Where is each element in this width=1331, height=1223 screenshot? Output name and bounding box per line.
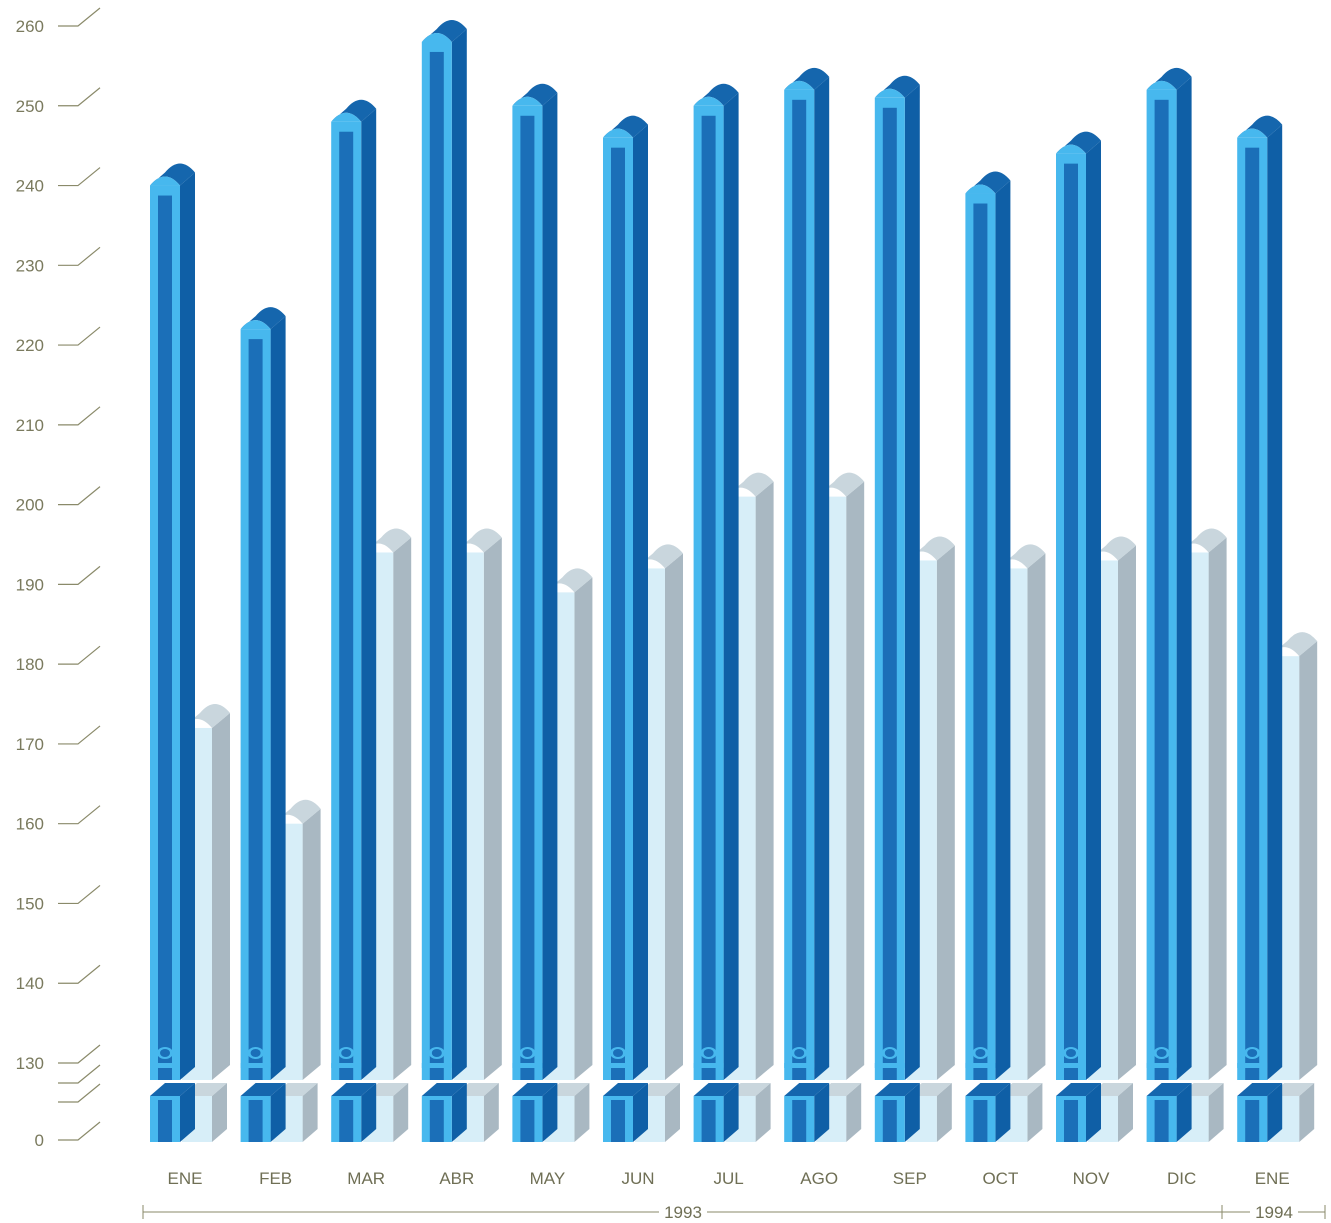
bar-series-1 — [240, 307, 286, 1142]
y-tick-mark — [58, 7, 101, 27]
y-tick: 140 — [16, 964, 101, 993]
y-tick-label: 130 — [16, 1054, 44, 1073]
y-tick-label: 230 — [16, 256, 44, 275]
y-tick: 180 — [16, 645, 101, 674]
y-tick-mark — [58, 1121, 101, 1141]
y-tick-label: 190 — [16, 575, 44, 594]
y-tick: 220 — [16, 326, 101, 355]
bar-series-1 — [1056, 131, 1101, 1142]
y-tick-mark — [58, 645, 101, 665]
x-tick-label: JUN — [621, 1169, 654, 1188]
x-tick-label: ENE — [168, 1169, 203, 1188]
bar-series-1 — [421, 19, 467, 1142]
y-axis: 0 130 140 150 160 170 180 190 200 210 220 230 240 250… — [16, 7, 101, 1150]
bar-series-1 — [1237, 115, 1283, 1142]
y-tick-label: 0 — [35, 1131, 44, 1150]
x-tick-label: DIC — [1167, 1169, 1196, 1188]
bar-series-1 — [965, 171, 1011, 1142]
y-tick: 150 — [16, 884, 101, 913]
y-tick-mark — [58, 805, 101, 825]
bar-series-1 — [603, 115, 648, 1142]
y-tick: 240 — [16, 167, 101, 196]
y-tick-mark — [58, 486, 101, 506]
y-tick: 250 — [16, 87, 101, 116]
y-tick: 190 — [16, 565, 101, 594]
y-tick-label: 200 — [16, 496, 44, 515]
year-group: 1994 — [1221, 1203, 1326, 1222]
bar-series-1 — [1146, 67, 1192, 1142]
y-tick-label: 220 — [16, 336, 44, 355]
x-tick-label: AGO — [800, 1169, 838, 1188]
y-tick: 170 — [16, 725, 101, 754]
y-tick-mark — [58, 246, 101, 266]
y-tick: 160 — [16, 805, 101, 834]
x-tick-label: MAY — [530, 1169, 566, 1188]
x-tick-label: ENE — [1255, 1169, 1290, 1188]
axis-break-mark — [58, 1064, 101, 1084]
y-tick-mark — [58, 167, 101, 187]
x-tick-label: MAR — [347, 1169, 385, 1188]
year-label: 1993 — [664, 1203, 702, 1222]
y-tick-label: 240 — [16, 177, 44, 196]
y-tick-mark — [58, 725, 101, 745]
x-tick-label: NOV — [1073, 1169, 1111, 1188]
y-tick: 210 — [16, 406, 101, 435]
year-group: 1993 — [142, 1203, 1223, 1222]
bar-series-1 — [150, 163, 195, 1142]
x-tick-label: FEB — [259, 1169, 292, 1188]
y-tick-mark — [58, 964, 101, 984]
y-tick-mark — [58, 406, 101, 426]
y-tick-label: 170 — [16, 735, 44, 754]
x-tick-label: JUL — [713, 1169, 743, 1188]
y-tick-label: 250 — [16, 97, 44, 116]
y-tick: 130 — [16, 1044, 101, 1073]
x-axis: ENE FEB MAR ABR MAY JUN JUL AGO SEP OCT NOV DIC ENE 1… — [142, 1169, 1326, 1222]
y-tick-mark — [58, 87, 101, 107]
y-tick-label: 160 — [16, 815, 44, 834]
y-tick-mark — [58, 326, 101, 346]
y-tick-label: 210 — [16, 416, 44, 435]
y-tick: 260 — [16, 7, 101, 36]
y-tick-mark — [58, 884, 101, 905]
y-tick-mark — [58, 1044, 101, 1064]
y-tick-label: 150 — [16, 894, 44, 913]
y-tick: 200 — [16, 486, 101, 515]
y-tick-label: 140 — [16, 974, 44, 993]
y-tick-label: 180 — [16, 655, 44, 674]
y-tick-label: 260 — [16, 17, 44, 36]
x-tick-label: OCT — [982, 1169, 1018, 1188]
bar-series-1 — [784, 67, 830, 1142]
y-tick-mark — [58, 565, 101, 585]
bar-series-1 — [874, 75, 920, 1142]
y-tick: 230 — [16, 246, 101, 275]
bars — [150, 19, 1318, 1142]
axis-break-mark — [58, 1083, 101, 1103]
y-tick: 0 — [35, 1121, 101, 1150]
year-label: 1994 — [1255, 1203, 1293, 1222]
bar-series-1 — [693, 83, 739, 1142]
x-tick-label: ABR — [439, 1169, 474, 1188]
bar-series-1 — [331, 99, 377, 1142]
bar-series-1 — [512, 83, 558, 1142]
x-tick-label: SEP — [893, 1169, 927, 1188]
